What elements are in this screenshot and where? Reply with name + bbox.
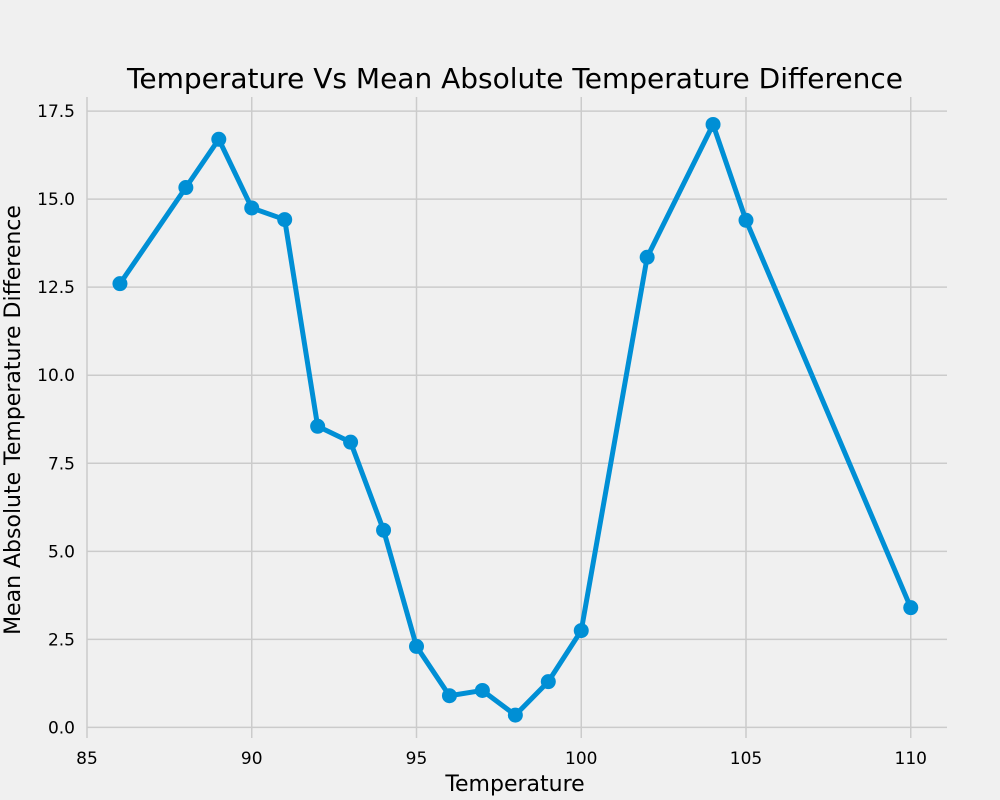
x-tick-label: 100 xyxy=(565,749,597,769)
data-point xyxy=(573,623,589,639)
x-axis-label: Temperature xyxy=(444,772,584,797)
y-tick-label: 5.0 xyxy=(48,542,75,562)
chart-title: Temperature Vs Mean Absolute Temperature… xyxy=(126,62,903,95)
data-point xyxy=(211,131,227,147)
x-tick-label: 85 xyxy=(76,749,98,769)
data-point xyxy=(244,200,260,216)
y-tick-label: 2.5 xyxy=(48,630,75,650)
data-point xyxy=(639,249,655,265)
series-line xyxy=(117,121,914,718)
data-point xyxy=(277,212,293,228)
data-point xyxy=(409,638,425,654)
x-tick-label: 95 xyxy=(406,749,428,769)
data-point xyxy=(507,707,523,723)
y-tick-label: 12.5 xyxy=(37,278,75,298)
y-tick-labels: 0.0 2.5 5.0 7.5 10.0 12.5 15.0 17.5 xyxy=(37,102,75,738)
data-series xyxy=(112,116,919,723)
data-point xyxy=(178,180,194,196)
x-tick-label: 110 xyxy=(895,749,927,769)
data-point xyxy=(343,434,359,450)
data-point xyxy=(903,600,919,616)
x-tick-labels: 85 90 95 100 105 110 xyxy=(76,749,927,769)
data-point xyxy=(474,682,490,698)
data-point xyxy=(310,418,326,434)
data-point xyxy=(441,688,457,704)
y-tick-label: 7.5 xyxy=(48,454,75,474)
x-tick-label: 90 xyxy=(241,749,263,769)
x-tick-label: 105 xyxy=(730,749,762,769)
y-tick-label: 17.5 xyxy=(37,102,75,122)
data-point xyxy=(540,674,556,690)
y-tick-label: 10.0 xyxy=(37,366,75,386)
y-axis-label: Mean Absolute Temperature Difference xyxy=(1,205,26,635)
data-point xyxy=(376,522,392,538)
y-tick-label: 0.0 xyxy=(48,718,75,738)
data-point xyxy=(705,116,721,132)
data-point xyxy=(738,212,754,228)
y-tick-label: 15.0 xyxy=(37,190,75,210)
grid xyxy=(86,97,947,738)
data-point xyxy=(112,276,128,292)
